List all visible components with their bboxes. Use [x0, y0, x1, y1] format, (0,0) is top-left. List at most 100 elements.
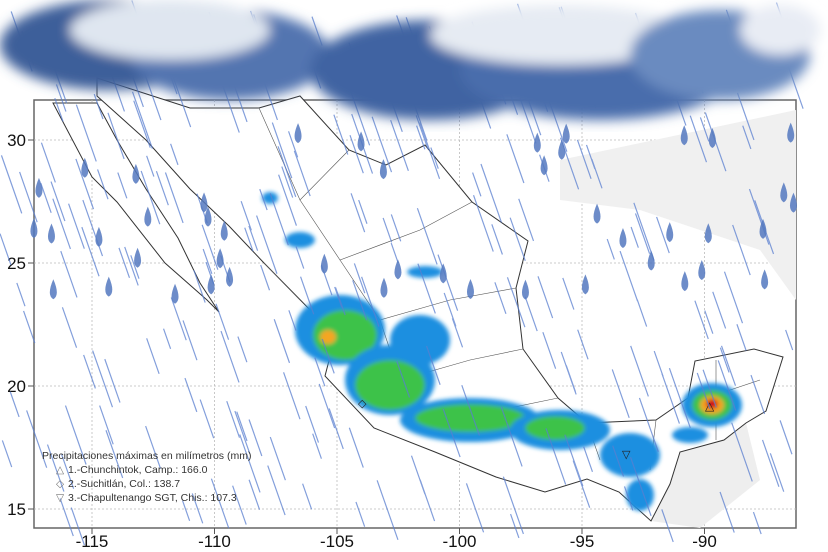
rain-streak [70, 507, 86, 546]
x-tick-label: -105 [320, 532, 354, 551]
rain-streak [59, 498, 74, 537]
raindrop [558, 139, 566, 160]
rain-streak [361, 276, 380, 327]
rain-streak [723, 271, 744, 324]
legend-item-label: 2.-Suchitlán, Col.: 138.7 [68, 478, 181, 490]
rain-streak [630, 345, 649, 397]
rain-streak [545, 428, 567, 485]
rain-streak [717, 360, 737, 411]
diamond-icon: ◇ [56, 478, 65, 490]
x-tick-label: -95 [570, 532, 595, 551]
rain-streak [537, 276, 554, 319]
rain-streak [236, 411, 248, 442]
rain-streak [61, 454, 75, 489]
rain-streak [494, 282, 507, 315]
rain-streak [273, 319, 291, 364]
rain-streak [465, 483, 485, 533]
rain-streak [656, 216, 670, 254]
rain-streak [75, 104, 97, 162]
rain-streak [170, 297, 187, 341]
rain-streak [437, 254, 459, 311]
rain-streak [248, 479, 261, 510]
rain-streak [699, 117, 710, 142]
rain-streak [720, 345, 737, 386]
raindrop [134, 247, 142, 268]
raindrop [95, 226, 103, 247]
triangle-up-icon: △ [56, 464, 65, 476]
rain-streak [491, 224, 503, 255]
gulf-region-land [560, 110, 796, 300]
rain-streak [99, 405, 114, 445]
x-tick-label: -110 [198, 532, 231, 551]
rain-streak [256, 215, 278, 274]
rain-streak [376, 480, 399, 541]
rain-streak [583, 446, 594, 473]
rain-streak [661, 509, 674, 543]
raindrop [581, 274, 589, 295]
rain-streak [430, 147, 439, 169]
rain-streak [170, 143, 179, 166]
rain-streak [82, 199, 104, 257]
rain-streak [353, 263, 366, 294]
raindrop [666, 222, 674, 243]
rain-streak [560, 351, 577, 395]
rain-streak [60, 250, 78, 298]
rain-streak [606, 238, 615, 260]
station-marker-1: △ [705, 399, 715, 413]
rain-streak [278, 174, 297, 226]
raindrop [708, 128, 716, 149]
rain-streak [181, 500, 191, 521]
raindrop [49, 279, 57, 300]
rain-streak [64, 405, 87, 465]
rain-streak [107, 112, 125, 160]
legend-item-3: ▽ 3.-Chapultenango SGT, Chis.: 107.3 [42, 491, 251, 505]
raindrop [647, 250, 655, 271]
rain-streak [16, 282, 26, 307]
rain-streak [736, 324, 747, 351]
rain-streak [105, 430, 124, 479]
rain-streak [572, 460, 591, 508]
rain-streak [328, 408, 344, 450]
rain-streak [752, 511, 762, 535]
rain-streak [577, 329, 589, 360]
rain-streak [585, 144, 596, 170]
rain-streak [26, 410, 48, 468]
rain-streak [415, 115, 429, 150]
rain-streak [92, 350, 114, 408]
rain-streak [271, 122, 293, 179]
rain-streak [629, 457, 652, 517]
raindrop [439, 263, 447, 284]
rain-streak [0, 233, 12, 266]
rain-streak [61, 307, 78, 348]
rain-streak [75, 158, 95, 210]
raindrop [320, 253, 328, 274]
raindrop [593, 203, 601, 224]
raindrop [619, 227, 627, 248]
rain-streak [390, 242, 399, 264]
rain-streak [269, 193, 289, 246]
precipitation-layer [262, 192, 742, 511]
raindrop [144, 206, 152, 227]
raindrop [207, 274, 215, 295]
rain-streak [350, 193, 366, 233]
rain-streak [416, 207, 438, 265]
rain-streak [352, 280, 368, 321]
rain-streak [542, 331, 557, 369]
rain-streak [461, 385, 480, 436]
rain-streak [416, 125, 426, 150]
raindrop [681, 271, 689, 292]
legend-item-1: △ 1.-Chunchintok, Camp.: 166.0 [42, 463, 251, 477]
rain-streak [130, 255, 140, 279]
rain-streak [502, 476, 524, 535]
rain-streak [314, 357, 326, 387]
rain-streak [81, 226, 100, 277]
rain-streak [131, 91, 153, 149]
rain-streak [668, 367, 691, 429]
raindrop [466, 278, 474, 299]
rain-streak [1, 440, 13, 468]
rain-streak [410, 455, 426, 495]
rain-streak [287, 131, 299, 158]
rain-streak [232, 485, 247, 525]
rain-streak [510, 513, 520, 539]
